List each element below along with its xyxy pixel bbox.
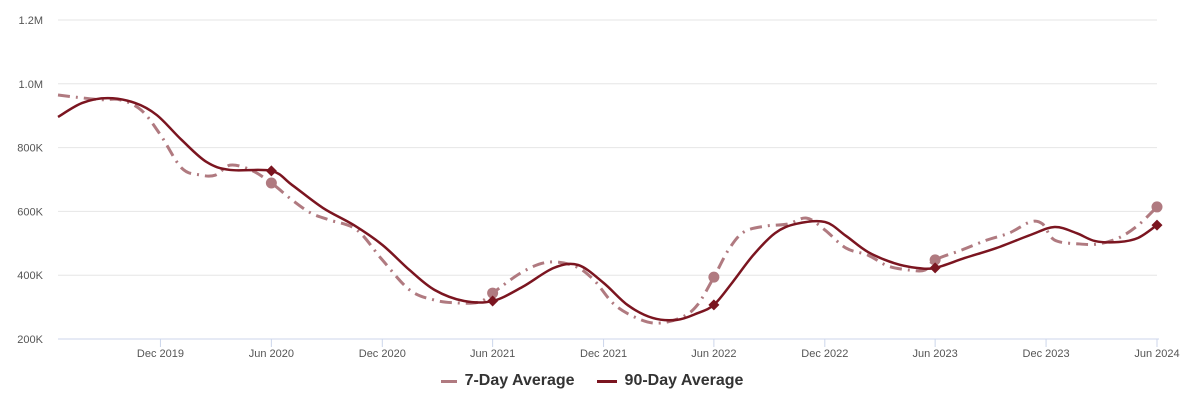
x-tick-label: Jun 2021 xyxy=(470,348,515,360)
legend-item-90-day[interactable]: 90-Day Average xyxy=(596,372,744,390)
y-tick-label: 800K xyxy=(17,143,43,155)
x-tick-label: Jun 2024 xyxy=(1134,348,1179,360)
y-tick-label: 1.0M xyxy=(19,79,43,91)
y-tick-label: 400K xyxy=(17,270,43,282)
series-line-90-day-average xyxy=(57,96,1158,322)
marker-90-day-average xyxy=(1151,219,1163,231)
x-tick-label: Dec 2019 xyxy=(137,348,184,360)
legend-label-90-day: 90-Day Average xyxy=(624,372,744,389)
x-tick-label: Jun 2020 xyxy=(249,348,294,360)
marker-90-day-average xyxy=(708,299,720,311)
marker-90-day-average xyxy=(265,165,277,177)
legend-label-7-day: 7-Day Average xyxy=(464,372,575,389)
x-tick-label: Dec 2020 xyxy=(359,348,406,360)
y-tick-label: 600K xyxy=(17,206,43,218)
x-tick-label: Dec 2022 xyxy=(801,348,848,360)
x-tick-label: Dec 2021 xyxy=(580,348,627,360)
marker-7-day-average xyxy=(1151,201,1163,213)
series-line-7-day-average xyxy=(57,93,1159,325)
marker-90-day-average xyxy=(487,295,499,307)
x-tick-label: Jun 2023 xyxy=(913,348,958,360)
legend-swatch-7-day xyxy=(440,379,457,383)
x-tick-label: Jun 2022 xyxy=(691,348,736,360)
marker-7-day-average xyxy=(487,287,499,299)
marker-7-day-average xyxy=(265,177,277,189)
y-tick-label: 200K xyxy=(17,334,43,346)
x-tick-label: Dec 2023 xyxy=(1023,348,1070,360)
marker-90-day-average xyxy=(929,262,941,274)
marker-7-day-average xyxy=(708,271,720,283)
line-chart: 200K 400K 600K 800K 1.0M 1.2M Dec 2019 Jun 2020… xyxy=(17,15,1179,360)
marker-7-day-average xyxy=(929,254,941,266)
legend-swatch-90-day xyxy=(596,379,617,383)
y-tick-label: 1.2M xyxy=(19,15,43,27)
legend: 7-Day Average 90-Day Average xyxy=(0,372,1184,390)
legend-item-7-day[interactable]: 7-Day Average xyxy=(440,372,575,390)
